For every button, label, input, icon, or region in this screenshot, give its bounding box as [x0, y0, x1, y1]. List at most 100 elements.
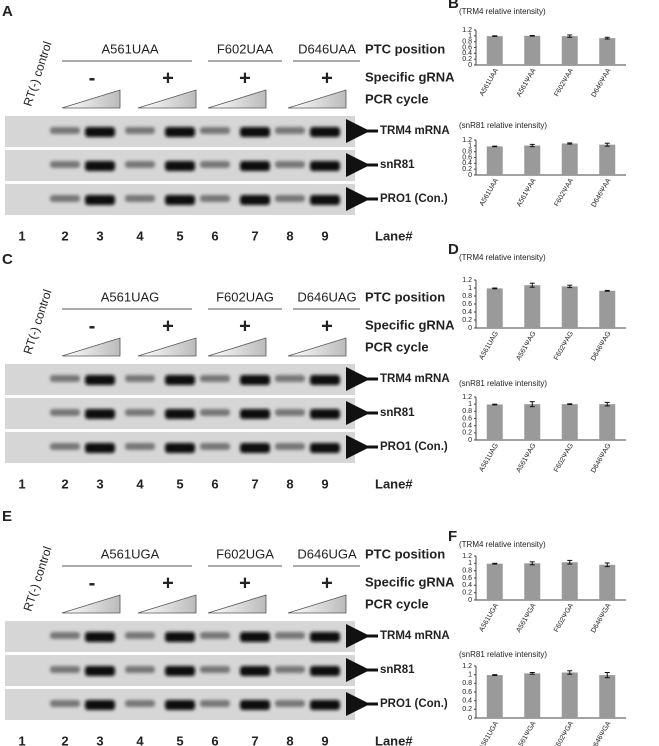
pcr-triangle: [287, 594, 347, 614]
gel-band: [85, 700, 115, 710]
bar: [524, 285, 541, 328]
y-tick-label: 0.8: [462, 408, 472, 415]
y-tick-label: 0.4: [462, 423, 472, 430]
bar: [524, 35, 541, 65]
error-bar: [529, 672, 535, 675]
y-tick-label: 0: [468, 597, 472, 604]
y-tick-label: 0.2: [462, 706, 472, 713]
grna-sign: +: [239, 572, 251, 594]
lane-number: 2: [61, 733, 68, 746]
lane-number: 7: [251, 476, 258, 491]
grna-sign: +: [162, 572, 174, 594]
gel-band: [85, 127, 115, 137]
y-tick-label: 0.6: [462, 575, 472, 582]
gel-band: [165, 666, 195, 676]
y-tick-label: 1: [468, 33, 472, 40]
gel-band: [200, 443, 230, 450]
x-tick-label: A561UAA: [479, 67, 501, 97]
rt-control-label: RT(-) control: [21, 545, 55, 613]
pcr-triangle: [207, 594, 267, 614]
gel-band: [310, 409, 340, 419]
bar: [486, 675, 503, 718]
gel-band: [50, 666, 80, 673]
gel-band: [85, 161, 115, 171]
ptc-label: PTC position: [365, 546, 445, 561]
grna-sign: +: [321, 315, 333, 337]
bar: [486, 563, 503, 600]
lane-number: 9: [321, 228, 328, 243]
gel-band: [275, 700, 305, 707]
error-bar: [492, 145, 498, 148]
panel-letter: D: [448, 241, 459, 258]
gel-band: [200, 632, 230, 639]
gel-band: [50, 443, 80, 450]
ptc-group-label: D646UGA: [297, 546, 357, 561]
error-bar: [567, 403, 573, 406]
lane-number: 8: [286, 228, 293, 243]
gel-band: [50, 700, 80, 707]
x-tick-label: A561ΨAG: [515, 330, 537, 361]
pcr-label: PCR cycle: [365, 596, 429, 611]
y-tick-label: 0: [468, 325, 472, 332]
y-tick-label: 0: [468, 437, 472, 444]
y-tick-label: 1: [468, 285, 472, 292]
gel-band: [240, 127, 270, 137]
x-tick-label: F602ΨGA: [553, 720, 575, 746]
ptc-group-label: F602UGA: [216, 546, 274, 561]
bar: [486, 288, 503, 328]
error-bar: [604, 142, 610, 147]
y-tick-label: 0.8: [462, 680, 472, 687]
pcr-triangle: [61, 594, 121, 614]
gel-band: [275, 409, 305, 416]
lane-number: 1: [18, 476, 25, 491]
gel-band: [50, 161, 80, 168]
gel-band: [165, 632, 195, 642]
lane-label: Lane#: [375, 733, 413, 746]
panel-letter: C: [2, 251, 13, 268]
y-tick-label: 0.6: [462, 154, 472, 161]
lane-label: Lane#: [375, 476, 413, 491]
error-bar: [604, 562, 610, 568]
x-tick-label: A561ΨAA: [516, 67, 538, 98]
band-label: snR81: [380, 407, 415, 419]
error-bar: [567, 142, 573, 145]
y-tick-label: 0.8: [462, 39, 472, 46]
bar: [561, 143, 578, 175]
gel-band: [125, 443, 155, 450]
band-label: PRO1 (Con.): [380, 441, 448, 453]
pcr-triangle: [287, 337, 347, 357]
error-bar: [567, 34, 573, 38]
y-tick-label: 1.2: [462, 27, 472, 34]
gel-band: [50, 375, 80, 382]
lane-number: 7: [251, 228, 258, 243]
y-tick-label: 0.4: [462, 698, 472, 705]
grna-sign: -: [89, 572, 96, 594]
gel-band: [275, 161, 305, 168]
lane-number: 3: [96, 476, 103, 491]
y-tick-label: 0.2: [462, 166, 472, 173]
x-tick-label: A561UAG: [478, 330, 500, 361]
grna-label: Specific gRNA: [365, 574, 455, 589]
y-tick-label: 1: [468, 401, 472, 408]
chart-title: (snR81 relative intensity): [459, 121, 547, 130]
ptc-group-label: F602UAA: [217, 41, 274, 56]
grna-sign: +: [321, 67, 333, 89]
gel-band: [310, 632, 340, 642]
gel-band: [85, 409, 115, 419]
rt-control-label: RT(-) control: [21, 288, 55, 356]
bar: [561, 286, 578, 328]
y-tick-label: 1.2: [462, 277, 472, 284]
gel-band: [125, 632, 155, 639]
lane-number: 7: [251, 733, 258, 746]
error-bar: [604, 289, 610, 292]
x-tick-label: D646ΨGA: [590, 602, 613, 634]
gel-band: [200, 700, 230, 707]
x-tick-label: A561ΨGA: [515, 720, 537, 746]
gel-band: [125, 127, 155, 134]
chart-title: (snR81 relative intensity): [459, 650, 547, 659]
y-tick-label: 1.2: [462, 137, 472, 144]
bar: [561, 36, 578, 65]
x-tick-label: D646ΨAG: [590, 330, 612, 362]
panel-letter: E: [2, 508, 12, 525]
gel-band: [310, 195, 340, 205]
